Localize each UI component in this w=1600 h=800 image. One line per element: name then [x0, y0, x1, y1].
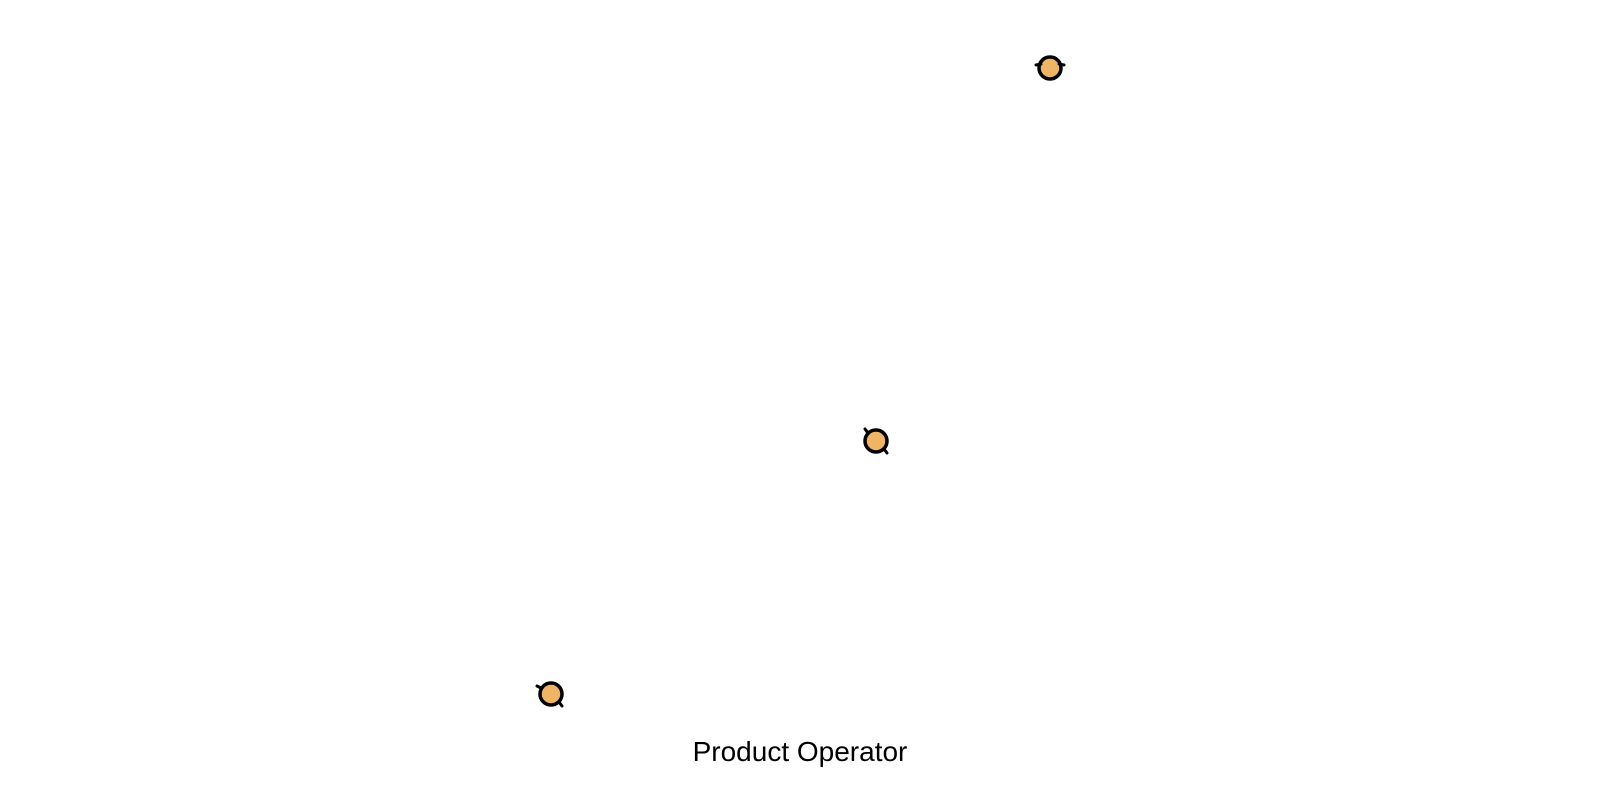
- circle-node-icon: [1032, 50, 1068, 86]
- circle-node-icon: [858, 423, 894, 459]
- diagram-caption: Product Operator: [692, 736, 908, 767]
- circle-node-icon: [533, 676, 569, 712]
